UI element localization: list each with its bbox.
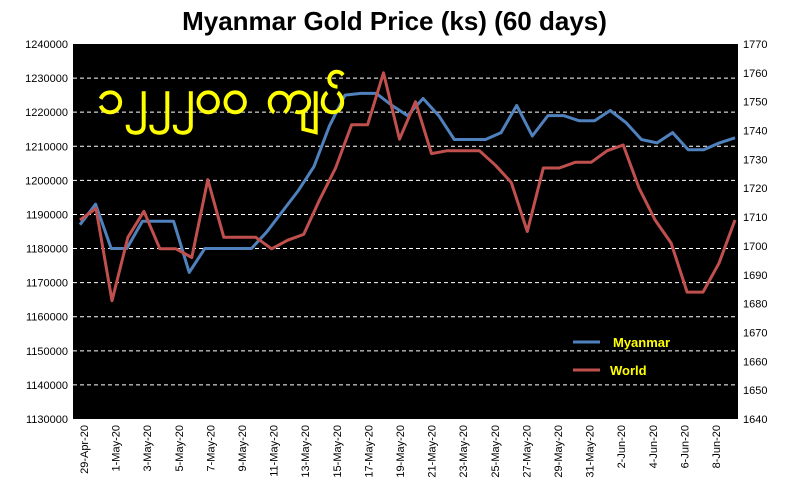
right-tick-label: 1690	[743, 270, 767, 282]
left-tick-label: 1130000	[26, 414, 68, 426]
left-axis-ticks: 1130000 1140000 1150000 1160000 1170000 11800…	[25, 39, 68, 426]
x-tick-label: 5-May-20	[174, 425, 186, 471]
right-tick-label: 1730	[743, 154, 767, 166]
x-tick-label: 8-Jun-20	[711, 425, 723, 468]
x-tick-label: 23-May-20	[458, 425, 470, 478]
left-tick-label: 1180000	[26, 244, 68, 256]
right-axis-ticks: 1640 1650 1660 1670 1680 1690 1700 1710 1720 1730…	[743, 39, 767, 426]
x-tick-label: 6-Jun-20	[679, 425, 691, 468]
chart-title: Myanmar Gold Price (ks) (60 days)	[182, 6, 607, 36]
x-tick-label: 13-May-20	[300, 425, 312, 478]
left-tick-label: 1160000	[26, 312, 68, 324]
left-tick-label: 1240000	[25, 39, 68, 51]
x-tick-label: 11-May-20	[269, 425, 281, 477]
x-tick-label: 25-May-20	[490, 425, 502, 478]
x-tick-label: 29-Apr-20	[79, 425, 91, 474]
right-tick-label: 1770	[743, 39, 767, 51]
right-tick-label: 1760	[743, 68, 767, 80]
right-tick-label: 1740	[743, 126, 767, 138]
right-tick-label: 1710	[743, 212, 767, 224]
x-tick-label: 17-May-20	[363, 425, 375, 478]
x-tick-label: 27-May-20	[521, 425, 533, 478]
left-tick-label: 1210000	[25, 141, 68, 153]
left-tick-label: 1150000	[26, 346, 68, 358]
right-tick-label: 1720	[743, 183, 767, 195]
series-lines	[78, 71, 737, 303]
chart-annotation: ၁၂၂၂၀၀ ကျပ်	[97, 68, 346, 136]
right-tick-label: 1750	[743, 97, 767, 109]
right-tick-label: 1680	[743, 299, 767, 311]
left-tick-label: 1200000	[25, 175, 68, 187]
legend-label-myanmar: Myanmar	[613, 335, 670, 350]
left-tick-label: 1190000	[26, 209, 68, 221]
left-tick-label: 1140000	[26, 380, 68, 392]
x-tick-label: 15-May-20	[332, 425, 344, 478]
series-line-world	[79, 71, 737, 303]
left-tick-label: 1170000	[26, 278, 68, 290]
x-tick-label: 7-May-20	[205, 425, 217, 471]
series-line-myanmar	[78, 91, 736, 274]
x-tick-label: 4-Jun-20	[648, 425, 660, 468]
plot-area	[73, 44, 738, 419]
right-tick-label: 1700	[743, 241, 767, 253]
x-tick-label: 31-May-20	[585, 425, 597, 478]
right-tick-label: 1670	[743, 327, 767, 339]
right-tick-label: 1660	[743, 356, 767, 368]
x-axis-ticks: 29-Apr-20 1-May-20 3-May-20 5-May-20 7-May-2…	[79, 425, 723, 478]
x-tick-label: 2-Jun-20	[616, 425, 628, 468]
x-tick-label: 1-May-20	[111, 425, 123, 471]
legend-label-world: World	[610, 363, 647, 378]
x-tick-label: 19-May-20	[395, 425, 407, 478]
right-tick-label: 1650	[743, 385, 767, 397]
left-tick-label: 1230000	[25, 73, 68, 85]
x-tick-label: 21-May-20	[427, 425, 439, 478]
x-tick-label: 29-May-20	[553, 425, 565, 478]
x-tick-label: 9-May-20	[237, 425, 249, 471]
x-tick-label: 3-May-20	[142, 425, 154, 471]
right-tick-label: 1640	[743, 414, 767, 426]
grid-lines	[73, 77, 738, 386]
left-tick-label: 1220000	[25, 107, 68, 119]
legend: Myanmar World	[573, 335, 670, 378]
